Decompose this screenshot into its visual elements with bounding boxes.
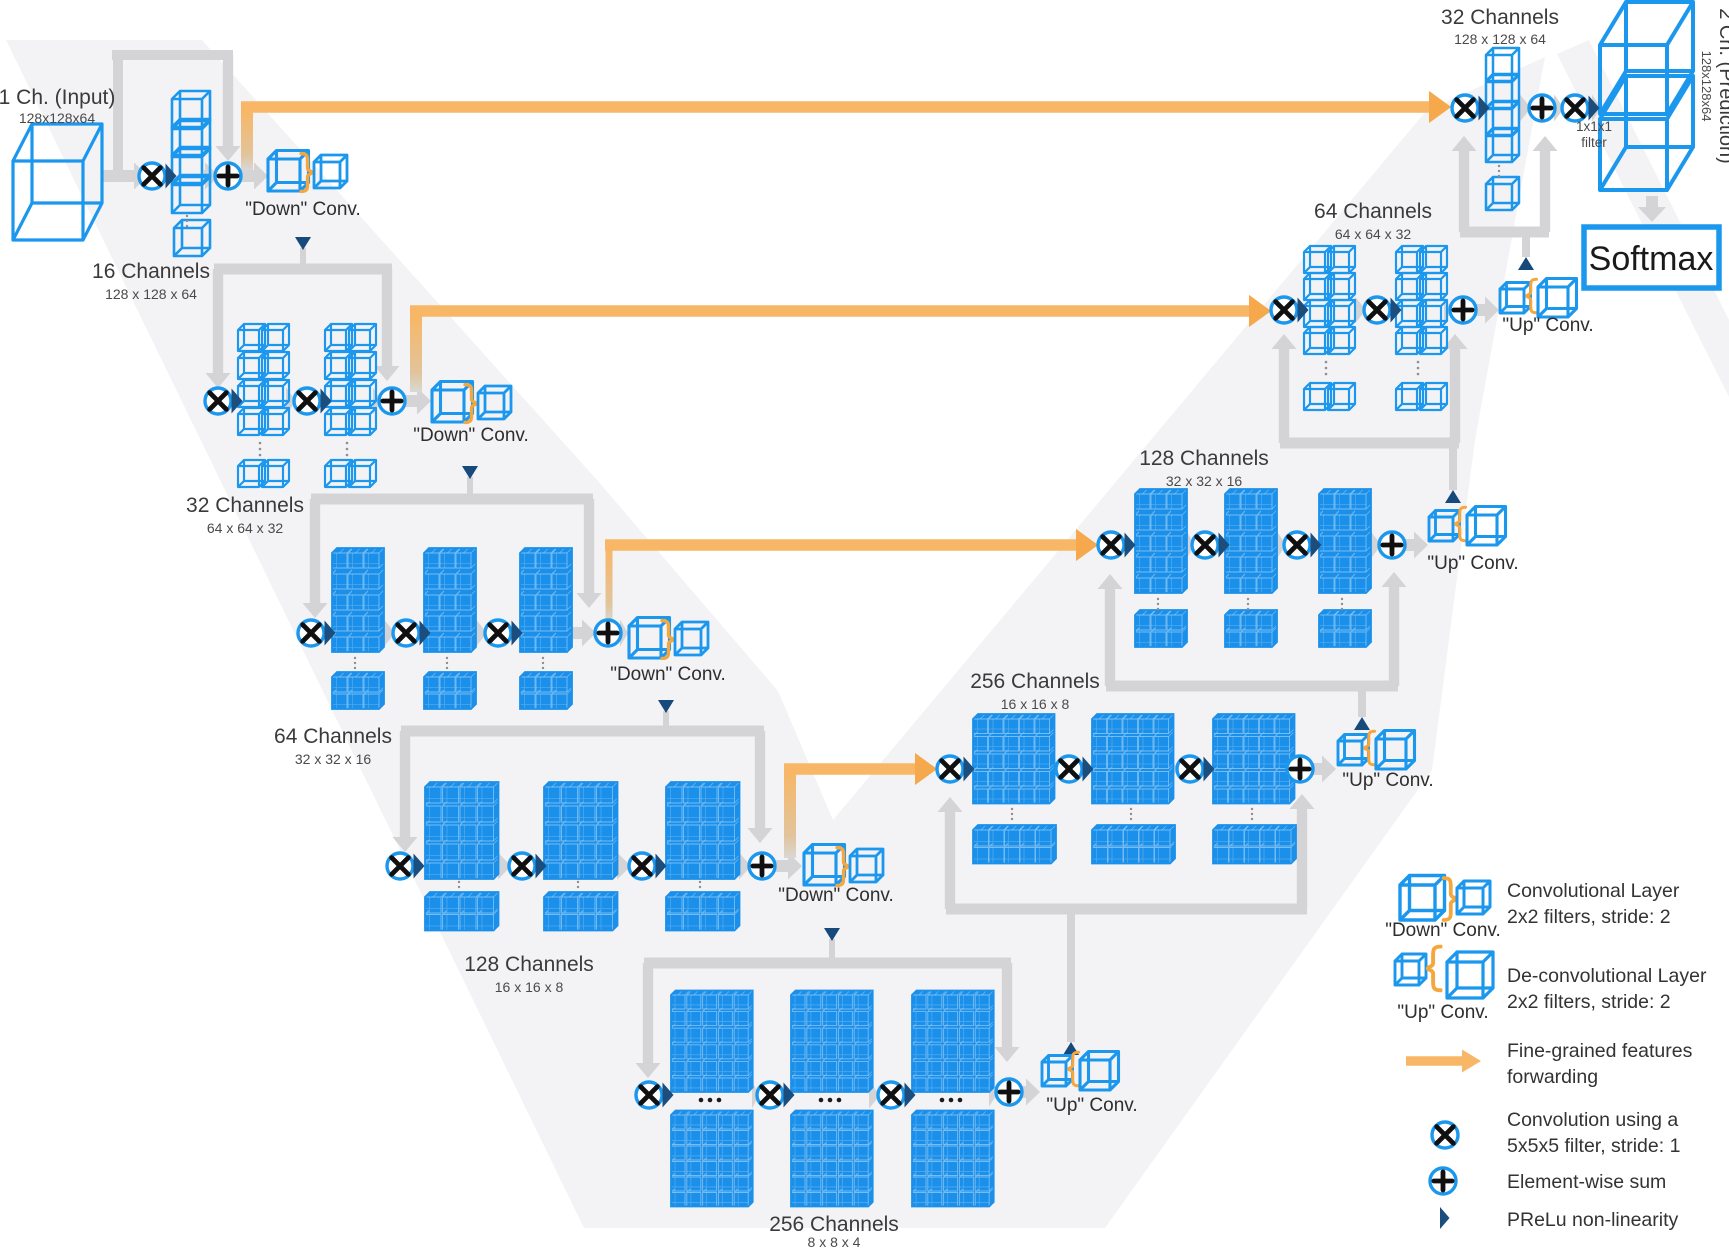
- svg-text:"Up" Conv.: "Up" Conv.: [1502, 315, 1593, 336]
- svg-text:1 Ch. (Input): 1 Ch. (Input): [0, 86, 115, 109]
- svg-text:1x1x1: 1x1x1: [1576, 119, 1612, 134]
- svg-text:Element-wise sum: Element-wise sum: [1507, 1171, 1666, 1193]
- svg-text:16 x 16 x 8: 16 x 16 x 8: [495, 979, 564, 995]
- svg-text:128 Channels: 128 Channels: [1139, 447, 1269, 470]
- svg-text:128 x 128 x 64: 128 x 128 x 64: [105, 286, 197, 302]
- svg-text:256 Channels: 256 Channels: [769, 1213, 899, 1236]
- svg-text:"Up" Conv.: "Up" Conv.: [1427, 553, 1518, 574]
- svg-text:8 x 8 x 4: 8 x 8 x 4: [808, 1234, 861, 1249]
- svg-text:Convolutional Layer: Convolutional Layer: [1507, 880, 1680, 902]
- svg-text:"Down" Conv.: "Down" Conv.: [1385, 920, 1501, 941]
- svg-text:128 Channels: 128 Channels: [464, 953, 594, 976]
- svg-text:64 Channels: 64 Channels: [274, 725, 392, 748]
- svg-text:PReLu non-linearity: PReLu non-linearity: [1507, 1209, 1679, 1231]
- svg-text:"Up" Conv.: "Up" Conv.: [1046, 1095, 1137, 1116]
- svg-text:16 Channels: 16 Channels: [92, 260, 210, 283]
- svg-text:256 Channels: 256 Channels: [970, 670, 1100, 693]
- svg-text:"Down" Conv.: "Down" Conv.: [778, 885, 894, 906]
- svg-text:"Up" Conv.: "Up" Conv.: [1397, 1002, 1488, 1023]
- svg-text:16 x 16 x 8: 16 x 16 x 8: [1001, 696, 1070, 712]
- svg-text:64 x 64 x 32: 64 x 64 x 32: [207, 520, 283, 536]
- svg-text:128x128x64: 128x128x64: [19, 110, 96, 126]
- svg-text:2 Ch. (Prediction): 2 Ch. (Prediction): [1715, 8, 1729, 164]
- svg-text:forwarding: forwarding: [1507, 1066, 1598, 1088]
- svg-text:128 x 128 x 64: 128 x 128 x 64: [1454, 31, 1546, 47]
- svg-text:Fine-grained features: Fine-grained features: [1507, 1040, 1693, 1062]
- svg-text:64 Channels: 64 Channels: [1314, 200, 1432, 223]
- svg-text:2x2 filters, stride: 2: 2x2 filters, stride: 2: [1507, 991, 1671, 1013]
- svg-text:Softmax: Softmax: [1589, 240, 1714, 278]
- svg-text:64 x 64 x 32: 64 x 64 x 32: [1335, 226, 1411, 242]
- svg-text:128x128x64: 128x128x64: [1699, 51, 1714, 122]
- svg-text:2x2 filters, stride: 2: 2x2 filters, stride: 2: [1507, 906, 1671, 928]
- svg-text:32 x 32 x 16: 32 x 32 x 16: [1166, 473, 1242, 489]
- svg-text:De-convolutional Layer: De-convolutional Layer: [1507, 965, 1707, 987]
- svg-text:"Down" Conv.: "Down" Conv.: [413, 425, 529, 446]
- svg-text:5x5x5 filter, stride: 1: 5x5x5 filter, stride: 1: [1507, 1135, 1680, 1157]
- svg-text:"Down" Conv.: "Down" Conv.: [610, 664, 726, 685]
- svg-text:"Down" Conv.: "Down" Conv.: [245, 199, 361, 220]
- svg-text:32 Channels: 32 Channels: [186, 494, 304, 517]
- svg-text:32 Channels: 32 Channels: [1441, 6, 1559, 29]
- svg-text:filter: filter: [1581, 135, 1607, 150]
- svg-text:"Up" Conv.: "Up" Conv.: [1342, 770, 1433, 791]
- svg-text:32 x 32 x 16: 32 x 32 x 16: [295, 751, 371, 767]
- svg-text:Convolution using a: Convolution using a: [1507, 1109, 1678, 1131]
